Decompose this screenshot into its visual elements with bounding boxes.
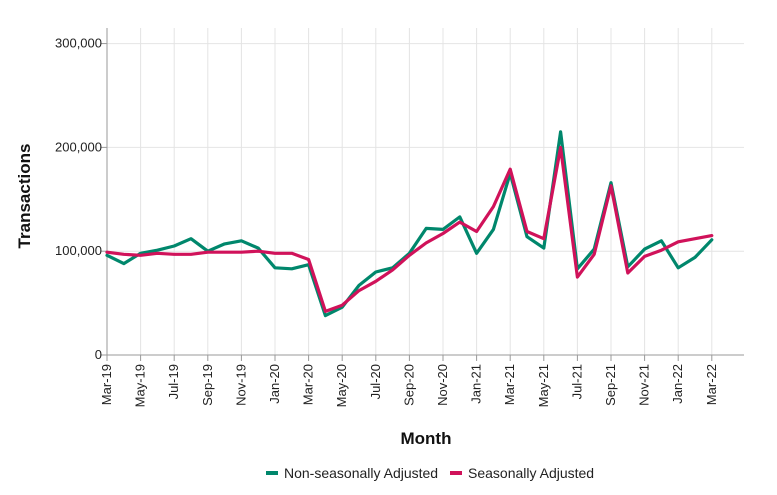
series-lines bbox=[105, 130, 714, 318]
y-axis-title: Transactions bbox=[15, 144, 34, 249]
x-axis-ticks: Mar-19 May-19 Jul-19 Sep-19 Nov-19 Jan-20 Mar-… bbox=[99, 355, 719, 407]
x-axis-title: Month bbox=[401, 429, 452, 448]
x-tick-label: Jul-20 bbox=[368, 364, 383, 399]
x-tick-label: Mar-19 bbox=[99, 364, 114, 405]
x-tick-label: Nov-19 bbox=[233, 364, 248, 406]
x-tick-label: Sep-19 bbox=[200, 364, 215, 406]
x-tick-label: Nov-21 bbox=[637, 364, 652, 406]
y-tick-label: 200,000 bbox=[55, 139, 102, 154]
y-tick-label: 0 bbox=[95, 347, 102, 362]
grid bbox=[106, 28, 744, 356]
legend-label: Non-seasonally Adjusted bbox=[284, 465, 438, 481]
y-tick-label: 300,000 bbox=[55, 36, 102, 51]
legend-label: Seasonally Adjusted bbox=[468, 465, 594, 481]
y-axis-ticks: 0 100,000 200,000 300,000 bbox=[55, 36, 107, 362]
y-tick-label: 100,000 bbox=[55, 243, 102, 258]
x-tick-label: Mar-21 bbox=[502, 364, 517, 405]
axes bbox=[106, 28, 744, 356]
x-tick-label: Jan-22 bbox=[670, 364, 685, 404]
x-tick-label: Jan-21 bbox=[469, 364, 484, 404]
series-line-seasonally-adjusted bbox=[105, 145, 714, 313]
x-tick-label: May-20 bbox=[334, 364, 349, 407]
x-tick-label: May-21 bbox=[536, 364, 551, 407]
x-tick-label: Jan-20 bbox=[267, 364, 282, 404]
x-tick-label: Mar-22 bbox=[704, 364, 719, 405]
x-tick-label: May-19 bbox=[133, 364, 148, 407]
legend: Non-seasonally Adjusted Seasonally Adjust… bbox=[266, 465, 594, 481]
x-tick-label: Sep-20 bbox=[401, 364, 416, 406]
x-tick-label: Mar-20 bbox=[301, 364, 316, 405]
x-tick-label: Nov-20 bbox=[435, 364, 450, 406]
x-tick-label: Sep-21 bbox=[603, 364, 618, 406]
x-tick-label: Jul-19 bbox=[166, 364, 181, 399]
x-tick-label: Jul-21 bbox=[569, 364, 584, 399]
